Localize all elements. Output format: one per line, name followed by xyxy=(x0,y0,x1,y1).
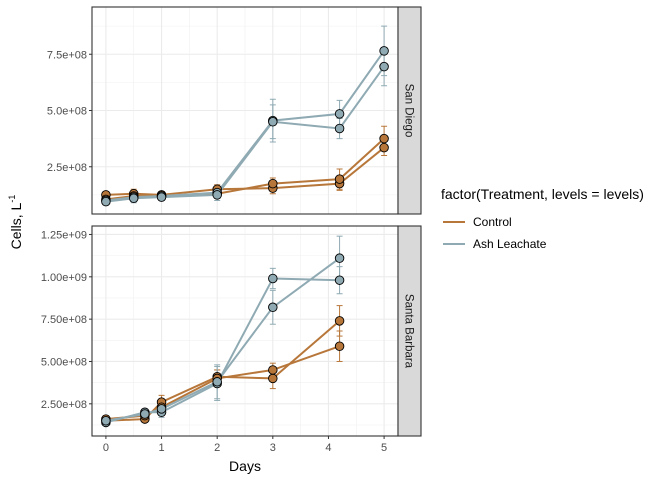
data-point xyxy=(334,275,345,285)
data-point xyxy=(101,416,111,426)
data-point xyxy=(334,109,345,119)
data-point xyxy=(379,46,389,56)
x-tick-label: 0 xyxy=(103,442,109,454)
y-tick-label: 7.5e+08 xyxy=(47,49,87,61)
y-tick-label: 7.50e+08 xyxy=(41,314,87,326)
y-tick-label: 2.50e+08 xyxy=(41,399,87,411)
series-line xyxy=(105,257,341,422)
data-point xyxy=(156,192,167,202)
strip-label-san-diego: San Diego xyxy=(403,84,415,138)
data-point xyxy=(128,193,139,203)
x-tick-label: 1 xyxy=(158,442,164,454)
series-line xyxy=(105,345,340,421)
data-point xyxy=(334,123,345,134)
data-point xyxy=(334,341,345,351)
series-line xyxy=(105,320,341,422)
data-point xyxy=(334,174,345,184)
x-tick-label: 4 xyxy=(325,442,331,454)
series-santa-barbara xyxy=(101,235,345,428)
data-point xyxy=(268,302,278,313)
data-point xyxy=(379,133,389,144)
legend-label-ash-leachate: Ash Leachate xyxy=(473,237,547,251)
strip-santa-barbara xyxy=(397,225,422,437)
data-point xyxy=(156,404,167,414)
x-axis-title: Days xyxy=(229,458,261,474)
x-axis-ticks: 0 1 2 3 4 5 xyxy=(103,436,387,454)
y-ticks-san-diego: 2.5e+08 5.0e+08 7.5e+08 xyxy=(47,49,92,174)
data-point xyxy=(101,196,111,207)
y-tick-label: 1.25e+09 xyxy=(41,229,87,241)
panel-group-1: Santa Barbara 2.50e+08 5.00e+08 7.50e+08 1.… xyxy=(41,225,422,437)
data-point xyxy=(268,178,278,189)
strip-san-diego xyxy=(397,6,422,215)
data-point xyxy=(379,61,389,72)
panel-group-0: San Diego 2.5e+08 5.0e+08 7.5e+08 xyxy=(47,6,422,215)
y-axis-title: Cells, L-1 xyxy=(7,195,24,250)
y-tick-label: 5.0e+08 xyxy=(47,106,87,118)
data-point xyxy=(334,253,345,263)
y-tick-label: 5.00e+08 xyxy=(41,356,87,368)
data-point xyxy=(268,116,278,127)
y-axis-title-superscript: -1 xyxy=(7,195,17,203)
legend-title: factor(Treatment, levels = levels) xyxy=(441,186,644,202)
gridlines-san-diego xyxy=(92,7,398,214)
legend: factor(Treatment, levels = levels) Contr… xyxy=(441,186,644,251)
data-point xyxy=(268,373,278,384)
series-line xyxy=(105,277,340,424)
legend-label-control: Control xyxy=(473,215,512,229)
data-point xyxy=(140,409,150,419)
data-point xyxy=(212,377,222,387)
data-point xyxy=(334,316,345,326)
strip-label-santa-barbara: Santa Barbara xyxy=(403,294,415,369)
series-san-diego xyxy=(101,25,389,207)
y-tick-label: 1.00e+09 xyxy=(41,272,87,284)
data-point xyxy=(379,142,389,153)
y-tick-label: 2.5e+08 xyxy=(47,162,87,174)
data-point xyxy=(268,365,278,375)
x-tick-label: 3 xyxy=(270,442,276,454)
data-point xyxy=(268,273,278,284)
x-tick-label: 2 xyxy=(214,442,220,454)
gridlines-santa-barbara xyxy=(92,226,398,436)
data-point xyxy=(212,190,222,200)
y-axis-title-text: Cells, L xyxy=(8,202,24,249)
y-ticks-santa-barbara: 2.50e+08 5.00e+08 7.50e+08 1.00e+09 1.25e+09 xyxy=(41,229,92,411)
x-tick-label: 5 xyxy=(381,442,387,454)
